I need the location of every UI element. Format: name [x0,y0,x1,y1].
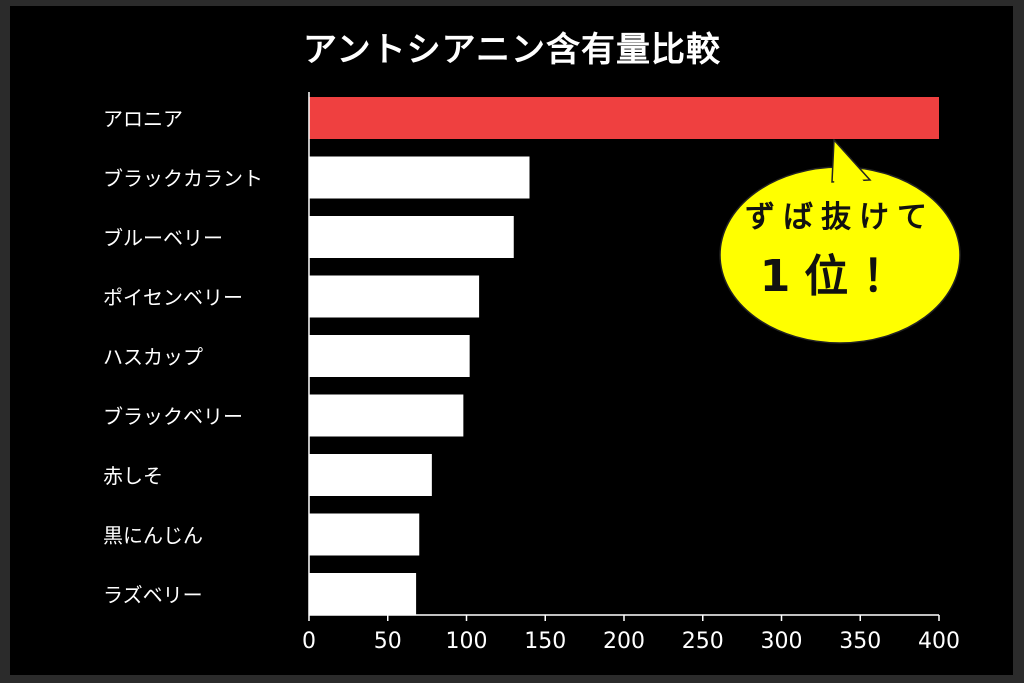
bar-3 [309,216,514,258]
callout-line1: ずば抜けて [745,200,935,235]
x-tick-label: 100 [446,629,488,654]
bar-9 [309,573,417,615]
bar-6 [309,394,464,437]
x-tick-label: 300 [761,629,803,654]
bar-4 [309,275,480,318]
bar-7 [309,454,432,496]
callout-text: ずば抜けて 1位！ [722,192,958,304]
chart-title: アントシアニン含有量比較 [303,30,721,70]
category-label: ブルーベリー [103,226,223,250]
category-label: アロニア [103,107,183,131]
x-tick-label: 50 [374,629,402,654]
bar-5 [309,335,470,377]
category-label: ポイセンベリー [103,286,243,310]
bar-2 [309,156,530,199]
x-tick-label: 150 [524,629,566,654]
category-label: 黒にんじん [103,524,203,548]
x-tick-label: 0 [302,629,316,654]
bar-1 [309,97,939,139]
x-tick-label: 200 [603,629,645,654]
callout-bubble [719,138,961,344]
category-label: ラズベリー [103,583,203,607]
category-label: ブラックベリー [103,405,243,429]
category-label: ブラックカラント [103,167,263,191]
category-label: 赤しそ [103,464,163,488]
category-label: ハスカップ [103,345,203,369]
callout-line2: 1位！ [759,251,921,302]
x-tick-label: 350 [839,629,881,654]
x-tick-label: 250 [682,629,724,654]
x-tick-label: 400 [918,629,960,654]
bar-8 [309,513,420,556]
